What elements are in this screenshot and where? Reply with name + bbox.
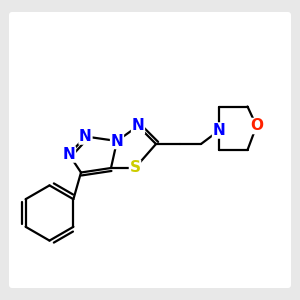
FancyBboxPatch shape xyxy=(9,12,291,288)
Text: O: O xyxy=(250,118,263,134)
Text: N: N xyxy=(63,147,75,162)
Text: N: N xyxy=(79,129,92,144)
Text: N: N xyxy=(132,118,144,134)
Text: N: N xyxy=(111,134,123,148)
Text: N: N xyxy=(213,123,225,138)
Text: S: S xyxy=(130,160,140,175)
